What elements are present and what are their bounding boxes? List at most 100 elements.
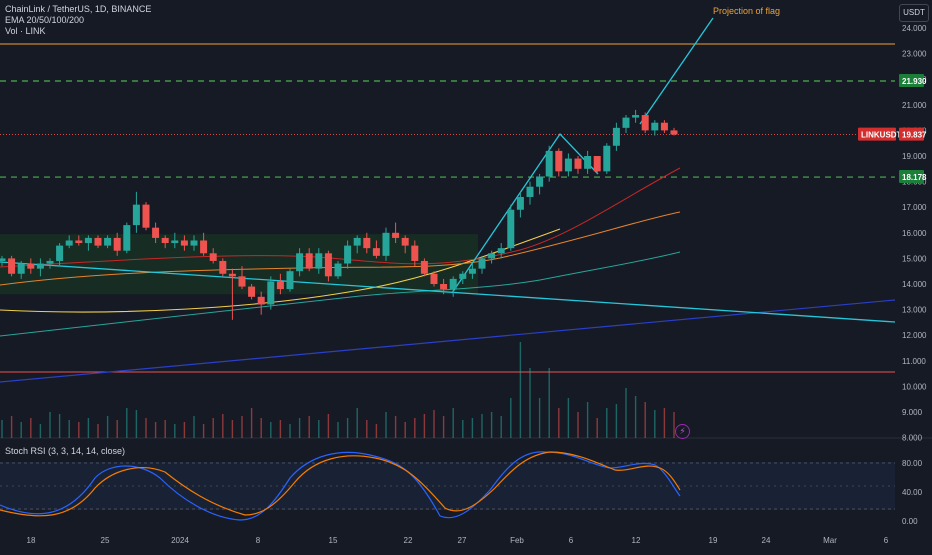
volume-bar [308, 416, 310, 438]
volume-bar [337, 422, 339, 438]
currency-button[interactable]: USDT [899, 4, 929, 22]
volume-bar [20, 422, 22, 438]
badge-level-high-bg [899, 73, 924, 87]
candle [200, 232, 208, 256]
candle [382, 227, 390, 261]
candle [286, 268, 294, 292]
price-axis-label: 13.000 [902, 306, 927, 315]
volume-bar [222, 414, 224, 438]
volume-bar [462, 420, 464, 438]
ema-200-curve [0, 251, 681, 337]
candle-body [564, 158, 572, 172]
volume-bar [39, 424, 42, 438]
candle-body [267, 281, 275, 305]
lightning-icon[interactable]: ⚡ [675, 424, 690, 439]
volume-bar [548, 368, 550, 438]
price-axis-label: 16.000 [902, 229, 927, 238]
volume-bar [193, 416, 195, 438]
volume-bar [58, 414, 61, 438]
time-axis-label: Mar [823, 536, 837, 545]
candle [574, 156, 582, 174]
badge-last-label-text: LINKUSDT [861, 131, 902, 140]
candle [104, 235, 112, 249]
candle [344, 240, 352, 269]
time-axis-label: 22 [404, 536, 413, 545]
candle-body [228, 273, 236, 277]
candle-body [488, 253, 496, 259]
candle [209, 248, 217, 264]
candle [27, 258, 35, 274]
candle-body [46, 260, 54, 264]
candle [632, 109, 640, 123]
candle [622, 115, 630, 133]
volume-bar [414, 418, 416, 438]
volume-bar [87, 418, 90, 438]
candle [411, 240, 419, 267]
volume-bar [1, 420, 3, 438]
candle-body [516, 196, 524, 210]
candle-body [651, 122, 659, 131]
candle-body [75, 240, 83, 244]
volume-bar [241, 416, 243, 438]
time-axis-label: 18 [27, 536, 36, 545]
price-axis-label: 23.000 [902, 50, 927, 59]
volume-bar [183, 422, 186, 438]
candle-body [497, 248, 505, 254]
candle-body [574, 158, 582, 169]
flag-projection-annotation[interactable]: Projection of flag [713, 6, 781, 16]
candle-body [430, 273, 438, 284]
candle-body [612, 127, 620, 146]
price-axis-label: 15.000 [902, 254, 927, 263]
candle-body [411, 245, 419, 261]
volume-bar [663, 408, 666, 438]
candle [363, 232, 371, 254]
volume-bar [346, 418, 349, 438]
time-axis-label: 27 [458, 536, 467, 545]
volume-bar [596, 418, 598, 438]
candle [248, 284, 256, 300]
price-axis-label: 11.000 [902, 357, 926, 366]
candle-body [200, 240, 208, 254]
volume-bar [423, 414, 426, 438]
candle [612, 122, 620, 151]
volume-bar [49, 412, 51, 438]
volume-bar [586, 402, 589, 438]
candle [353, 235, 361, 254]
candle-body [257, 296, 265, 305]
price-axis-label: 17.000 [902, 203, 927, 212]
rsi-axis-label: 0.00 [902, 517, 918, 526]
candle [94, 235, 102, 249]
volume-bar [452, 408, 454, 438]
rsi-axis-label: 80.00 [902, 459, 923, 468]
candle-body [56, 245, 64, 261]
candle [430, 271, 438, 287]
volume-bar [250, 408, 253, 438]
candle-body [449, 278, 457, 290]
ema-50-curve [0, 211, 681, 286]
volume-bar [404, 422, 406, 438]
volume-bar [644, 402, 646, 438]
candle [593, 156, 601, 174]
candle-body [0, 258, 6, 261]
candle-body [238, 276, 246, 287]
candle [651, 120, 659, 136]
volume-bar [30, 418, 32, 438]
candle-body [17, 263, 25, 274]
volume-bar [500, 416, 502, 438]
rsi-band [0, 462, 895, 510]
volume-bar [615, 404, 618, 438]
volume-indicator-label[interactable]: Vol · LINK [5, 26, 46, 36]
stoch-rsi-label[interactable]: Stoch RSI (3, 3, 14, 14, close) [5, 446, 126, 456]
candle [152, 222, 160, 244]
ema-indicator-label[interactable]: EMA 20/50/100/200 [5, 15, 85, 25]
badge-level-high-text: 21.930 [902, 77, 927, 86]
volume-bar [164, 420, 166, 438]
symbol-title[interactable]: ChainLink / TetherUS, 1D, BINANCE [5, 4, 152, 14]
descending-trendline [0, 261, 896, 323]
price-axis-label: 19.000 [902, 152, 927, 161]
price-axis-label: 14.000 [902, 280, 927, 289]
volume-bar [298, 418, 301, 438]
candle [584, 150, 592, 174]
